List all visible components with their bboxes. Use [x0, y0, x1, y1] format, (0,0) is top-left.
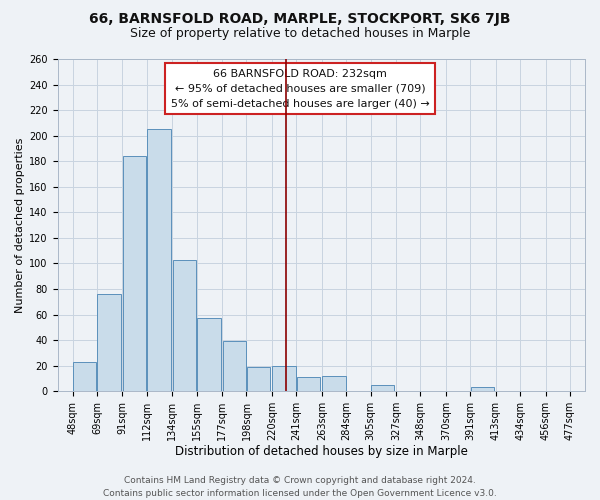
Text: 66 BARNSFOLD ROAD: 232sqm
← 95% of detached houses are smaller (709)
5% of semi-: 66 BARNSFOLD ROAD: 232sqm ← 95% of detac… [171, 69, 430, 108]
Bar [147, 130, 170, 391]
Bar [197, 318, 221, 391]
Bar [247, 367, 271, 391]
Bar [470, 388, 494, 391]
Y-axis label: Number of detached properties: Number of detached properties [15, 138, 25, 313]
Bar [322, 376, 346, 391]
Bar [73, 362, 97, 391]
X-axis label: Distribution of detached houses by size in Marple: Distribution of detached houses by size … [175, 444, 467, 458]
Text: 66, BARNSFOLD ROAD, MARPLE, STOCKPORT, SK6 7JB: 66, BARNSFOLD ROAD, MARPLE, STOCKPORT, S… [89, 12, 511, 26]
Bar [272, 366, 296, 391]
Bar [223, 342, 246, 391]
Text: Size of property relative to detached houses in Marple: Size of property relative to detached ho… [130, 28, 470, 40]
Bar [97, 294, 121, 391]
Bar [371, 385, 394, 391]
Text: Contains HM Land Registry data © Crown copyright and database right 2024.
Contai: Contains HM Land Registry data © Crown c… [103, 476, 497, 498]
Bar [123, 156, 146, 391]
Bar [173, 260, 196, 391]
Bar [297, 377, 320, 391]
